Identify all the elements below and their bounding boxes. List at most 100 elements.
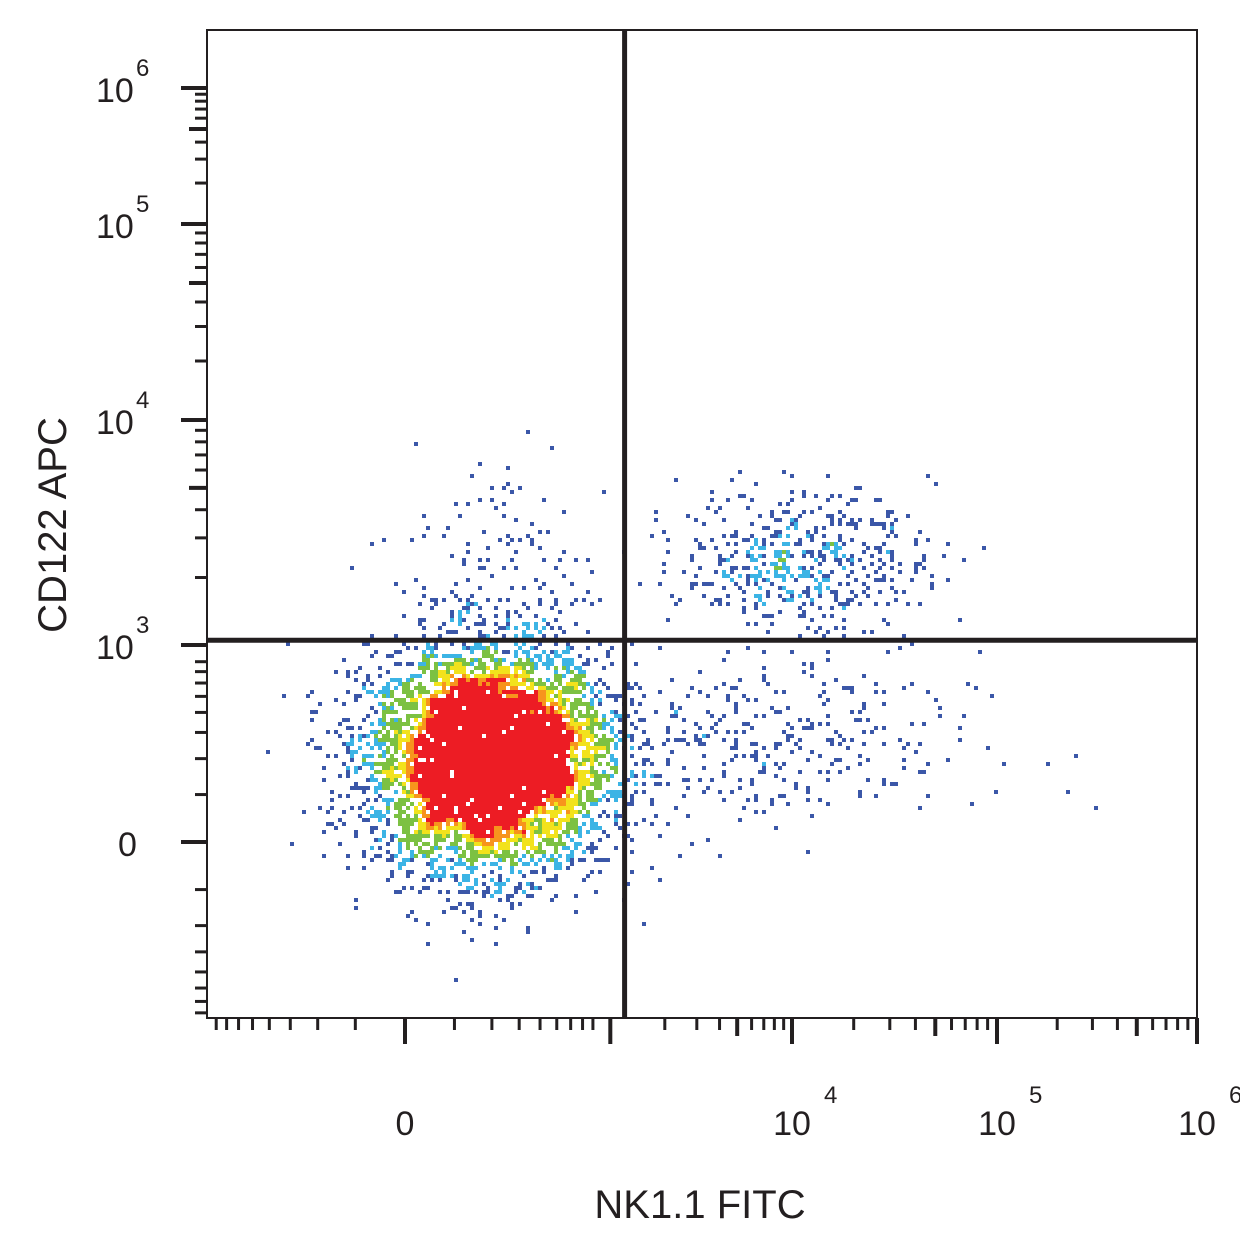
event-dot — [530, 754, 534, 758]
event-dot — [430, 702, 434, 706]
event-dot — [474, 890, 478, 894]
event-dot — [522, 782, 526, 786]
event-dot — [506, 838, 510, 842]
event-dot — [686, 778, 690, 782]
event-dot — [834, 626, 838, 630]
event-dot — [414, 794, 418, 798]
event-dot — [458, 714, 462, 718]
event-dot — [494, 710, 498, 714]
event-dot — [362, 754, 366, 758]
event-dot — [1066, 790, 1070, 794]
event-dot — [570, 858, 574, 862]
event-dot — [410, 782, 414, 786]
event-dot — [538, 694, 542, 698]
event-dot — [574, 558, 578, 562]
event-dot — [766, 578, 770, 582]
event-dot — [510, 586, 514, 590]
event-dot — [446, 690, 450, 694]
event-dot — [486, 702, 490, 706]
event-dot — [522, 862, 526, 866]
event-dot — [438, 722, 442, 726]
event-dot — [578, 690, 582, 694]
event-dot — [646, 742, 650, 746]
event-dot — [862, 742, 866, 746]
event-dot — [466, 770, 470, 774]
event-dot — [874, 546, 878, 550]
event-dot — [522, 678, 526, 682]
event-dot — [534, 710, 538, 714]
event-dot — [474, 658, 478, 662]
event-dot — [882, 726, 886, 730]
event-dot — [538, 586, 542, 590]
event-dot — [394, 766, 398, 770]
event-dot — [426, 854, 430, 858]
event-dot — [442, 710, 446, 714]
event-dot — [894, 590, 898, 594]
event-dot — [386, 774, 390, 778]
event-dot — [542, 702, 546, 706]
event-dot — [454, 722, 458, 726]
event-dot — [570, 802, 574, 806]
event-dot — [766, 570, 770, 574]
event-dot — [566, 802, 570, 806]
event-dot — [434, 818, 438, 822]
event-dot — [590, 730, 594, 734]
event-dot — [586, 794, 590, 798]
event-dot — [594, 658, 598, 662]
event-dot — [422, 746, 426, 750]
event-dot — [590, 602, 594, 606]
event-dot — [506, 738, 510, 742]
event-dot — [406, 822, 410, 826]
event-dot — [470, 862, 474, 866]
event-dot — [678, 598, 682, 602]
event-dot — [474, 682, 478, 686]
event-dot — [562, 702, 566, 706]
event-dot — [582, 722, 586, 726]
event-dot — [602, 734, 606, 738]
event-dot — [558, 778, 562, 782]
event-dot — [778, 710, 782, 714]
event-dot — [462, 862, 466, 866]
event-dot — [818, 770, 822, 774]
event-dot — [378, 718, 382, 722]
event-dot — [510, 830, 514, 834]
event-dot — [530, 686, 534, 690]
event-dot — [778, 574, 782, 578]
event-dot — [458, 618, 462, 622]
event-dot — [518, 834, 522, 838]
event-dot — [490, 814, 494, 818]
event-dot — [402, 770, 406, 774]
event-dot — [746, 506, 750, 510]
event-dot — [514, 742, 518, 746]
event-dot — [506, 786, 510, 790]
event-dot — [522, 682, 526, 686]
event-dot — [658, 646, 662, 650]
event-dot — [830, 614, 834, 618]
event-dot — [450, 794, 454, 798]
event-dot — [554, 746, 558, 750]
event-dot — [658, 878, 662, 882]
event-dot — [434, 722, 438, 726]
event-dot — [790, 750, 794, 754]
event-dot — [402, 614, 406, 618]
event-dot — [534, 770, 538, 774]
event-dot — [466, 502, 470, 506]
event-dot — [902, 590, 906, 594]
event-dot — [550, 858, 554, 862]
event-dot — [394, 698, 398, 702]
event-dot — [526, 802, 530, 806]
event-dot — [346, 770, 350, 774]
event-dot — [474, 766, 478, 770]
event-dot — [594, 802, 598, 806]
event-dot — [654, 518, 658, 522]
event-dot — [486, 758, 490, 762]
event-dot — [530, 770, 534, 774]
event-dot — [514, 662, 518, 666]
event-dot — [570, 730, 574, 734]
event-dot — [490, 846, 494, 850]
event-dot — [498, 538, 502, 542]
event-dot — [438, 698, 442, 702]
event-dot — [602, 714, 606, 718]
event-dot — [778, 594, 782, 598]
event-dot — [518, 674, 522, 678]
